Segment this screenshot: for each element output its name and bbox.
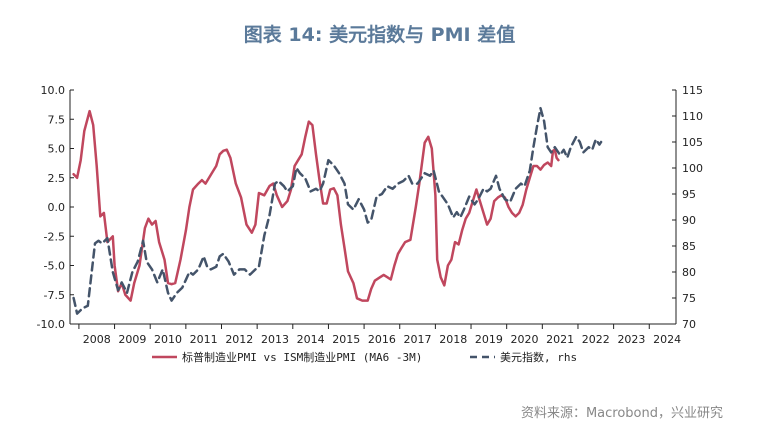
legend-label-pmi-diff: 标普制造业PMI vs ISM制造业PMI (MA6 -3M) — [182, 350, 422, 364]
x-tick-label: 2014 — [297, 333, 325, 346]
right-tick-label: 75 — [682, 292, 696, 305]
series-layer — [72, 106, 603, 315]
x-tick-label: 2008 — [83, 333, 111, 346]
left-tick-label: -5.0 — [44, 260, 65, 273]
x-tick-label: 2009 — [118, 333, 146, 346]
left-tick-label: 5.0 — [48, 143, 66, 156]
x-tick-label: 2011 — [190, 333, 218, 346]
right-tick-label: 100 — [682, 162, 703, 175]
right-tick-label: 70 — [682, 318, 696, 331]
x-tick-label: 2016 — [368, 333, 396, 346]
left-axis-ticks: 10.0 7.5 5.0 2.5 0.0 -2.5 -5.0 -7.5 -10.0 — [37, 84, 74, 331]
left-tick-label: 2.5 — [48, 172, 66, 185]
x-tick-label: 2022 — [582, 333, 610, 346]
x-tick-label: 2010 — [154, 333, 182, 346]
legend: 标普制造业PMI vs ISM制造业PMI (MA6 -3M) 美元指数, rh… — [152, 350, 577, 364]
x-tick-label: 2015 — [332, 333, 360, 346]
left-tick-label: -7.5 — [44, 289, 65, 302]
left-tick-label: 7.5 — [48, 113, 66, 126]
x-tick-label: 2023 — [617, 333, 645, 346]
x-tick-label: 2021 — [546, 333, 574, 346]
x-tick-label: 2013 — [261, 333, 289, 346]
x-tick-label: 2017 — [404, 333, 432, 346]
legend-label-dxy: 美元指数, rhs — [500, 350, 577, 364]
right-tick-label: 90 — [682, 214, 696, 227]
left-tick-label: 0.0 — [48, 201, 66, 214]
axes — [69, 90, 677, 325]
left-tick-label: -10.0 — [37, 318, 65, 331]
left-tick-label: -2.5 — [44, 230, 65, 243]
series-line-pmi-diff — [72, 109, 560, 302]
source-note: 资料来源：Macrobond，兴业研究 — [520, 406, 723, 421]
left-tick-label: 10.0 — [41, 84, 66, 97]
x-tick-label: 2019 — [475, 333, 503, 346]
right-tick-label: 105 — [682, 136, 703, 149]
x-tick-label: 2020 — [511, 333, 539, 346]
x-axis-ticks: 2008 2009 2010 2011 2012 2013 2014 2015 2016 2017… — [78, 324, 681, 346]
chart-title: 图表 14: 美元指数与 PMI 差值 — [243, 24, 516, 46]
right-tick-label: 95 — [682, 188, 696, 201]
x-tick-label: 2024 — [653, 333, 681, 346]
right-tick-label: 80 — [682, 266, 696, 279]
right-tick-label: 110 — [682, 110, 703, 123]
series-line-dxy — [72, 106, 603, 315]
right-axis-ticks: 115 110 105 100 95 90 85 80 75 70 — [672, 84, 703, 331]
right-tick-label: 85 — [682, 240, 696, 253]
x-tick-label: 2012 — [225, 333, 253, 346]
right-tick-label: 115 — [682, 84, 703, 97]
x-tick-label: 2018 — [439, 333, 467, 346]
